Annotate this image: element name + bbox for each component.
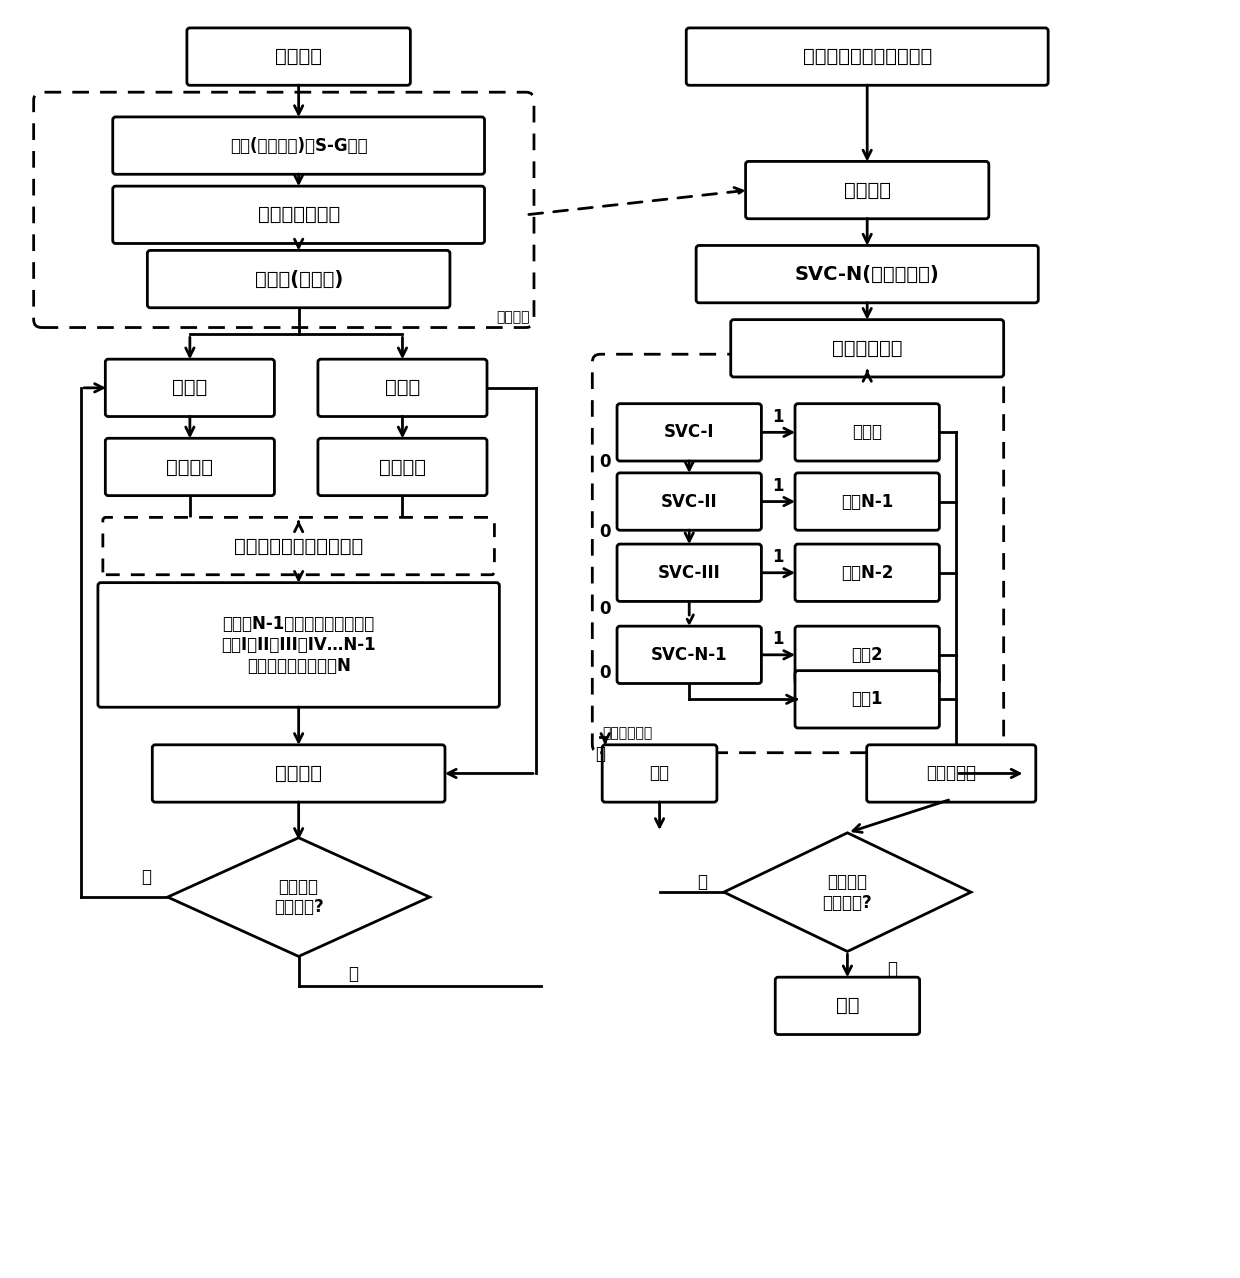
Text: 归一化(标准化): 归一化(标准化) [254,270,342,289]
FancyBboxPatch shape [113,187,485,244]
Text: 特征相关性分析: 特征相关性分析 [258,206,340,225]
FancyBboxPatch shape [795,404,940,461]
Text: 故障2: 故障2 [852,645,883,663]
Text: 0: 0 [599,452,611,472]
Text: 支持向量机训练有关过程: 支持向量机训练有关过程 [234,537,363,556]
Text: 是: 是 [348,965,358,983]
Text: 否: 否 [595,745,605,763]
FancyBboxPatch shape [730,320,1003,377]
Text: 否: 否 [697,873,707,891]
Text: 1: 1 [773,408,784,426]
Text: 1: 1 [773,477,784,495]
FancyBboxPatch shape [867,745,1035,803]
Text: 0: 0 [599,523,611,541]
Polygon shape [167,838,429,956]
Text: 故障N-2: 故障N-2 [841,564,893,581]
Text: 参数确定: 参数确定 [379,458,427,477]
FancyBboxPatch shape [696,245,1038,303]
Text: 故障逻辑解析: 故障逻辑解析 [603,726,652,740]
Text: SVC-I: SVC-I [663,423,714,441]
Text: 测试组: 测试组 [384,378,420,397]
FancyBboxPatch shape [187,28,410,86]
FancyBboxPatch shape [113,116,485,174]
FancyBboxPatch shape [603,745,717,803]
FancyBboxPatch shape [148,250,450,308]
FancyBboxPatch shape [795,544,940,602]
FancyBboxPatch shape [98,583,500,707]
Text: 建立共N-1个分级聚类故障诊断
模型I、II、III、IV…N-1
和一个基础诊断模型N: 建立共N-1个分级聚类故障诊断 模型I、II、III、IV…N-1 和一个基础诊… [221,615,376,675]
FancyBboxPatch shape [618,473,761,530]
FancyBboxPatch shape [105,438,274,496]
Text: 模型检验: 模型检验 [275,764,322,783]
Text: 聚类分组: 聚类分组 [166,458,213,477]
Text: 报警: 报警 [836,997,859,1015]
FancyBboxPatch shape [795,473,940,530]
Text: 多系统实时运行监测数据: 多系统实时运行监测数据 [802,47,931,66]
Text: 确定所属系统: 确定所属系统 [832,339,903,358]
Text: 是否达到
精度要求?: 是否达到 精度要求? [274,878,324,916]
Text: SVC-II: SVC-II [661,492,718,510]
FancyBboxPatch shape [317,359,487,417]
Text: 否: 否 [141,868,151,887]
FancyBboxPatch shape [618,626,761,684]
Text: 数据处理: 数据处理 [496,309,529,323]
Text: 1: 1 [773,630,784,648]
Text: 降噪(小波降噪)和S-G滤波: 降噪(小波降噪)和S-G滤波 [229,137,367,155]
FancyBboxPatch shape [686,28,1048,86]
Text: 历史数据: 历史数据 [275,47,322,66]
Text: 有故障: 有故障 [852,423,882,441]
FancyBboxPatch shape [745,161,988,219]
FancyBboxPatch shape [153,745,445,803]
Text: 正常: 正常 [650,764,670,782]
Text: 数据处理: 数据处理 [843,180,890,199]
FancyBboxPatch shape [105,359,274,417]
Text: 报警计数器: 报警计数器 [926,764,976,782]
Text: 是: 是 [887,960,897,978]
Text: SVC-III: SVC-III [658,564,720,581]
FancyBboxPatch shape [103,518,495,575]
Text: SVC-N-1: SVC-N-1 [651,645,728,663]
Text: SVC-N(基础判别器): SVC-N(基础判别器) [795,265,940,284]
Text: 训练组: 训练组 [172,378,207,397]
Text: 故障N-1: 故障N-1 [841,492,893,510]
Polygon shape [724,833,971,951]
FancyBboxPatch shape [795,626,940,684]
Text: 0: 0 [599,663,611,681]
FancyBboxPatch shape [775,978,920,1034]
Text: 1: 1 [773,548,784,566]
FancyBboxPatch shape [618,404,761,461]
Text: 故障1: 故障1 [852,690,883,708]
FancyBboxPatch shape [618,544,761,602]
FancyBboxPatch shape [795,671,940,728]
Text: 是否达到
报警计数?: 是否达到 报警计数? [822,873,872,911]
Text: 0: 0 [599,601,611,619]
FancyBboxPatch shape [317,438,487,496]
